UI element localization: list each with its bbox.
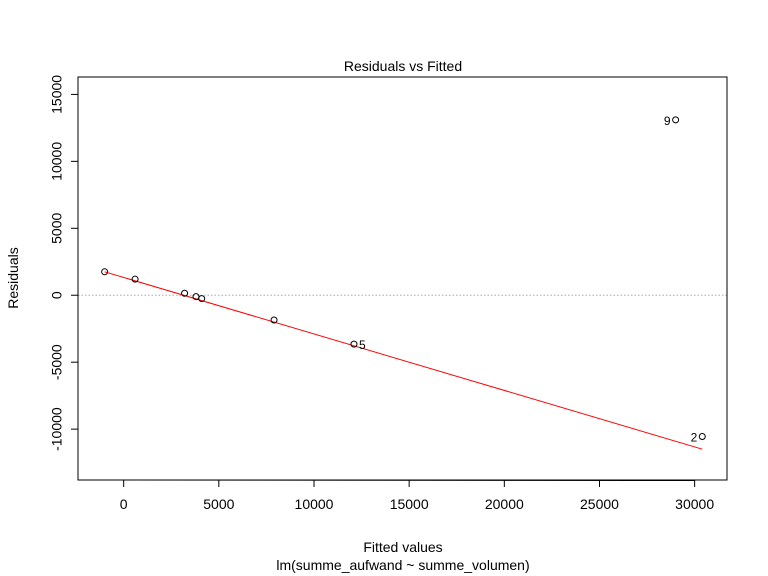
smoother-line (104, 271, 703, 450)
y-tick-label: 15000 (49, 75, 65, 114)
data-point (198, 295, 206, 303)
x-tick-label: 15000 (390, 496, 429, 512)
data-point (350, 340, 358, 348)
data-point (270, 316, 278, 324)
data-point (131, 275, 139, 283)
data-point (672, 116, 680, 124)
plot-frame (77, 76, 728, 481)
y-tick-label: -10000 (49, 407, 65, 451)
y-tick-label: -5000 (49, 344, 65, 380)
chart-title: Residuals vs Fitted (344, 58, 462, 74)
point-label: 2 (691, 430, 698, 444)
x-tick-label: 0 (120, 496, 128, 512)
x-tick-label: 25000 (580, 496, 619, 512)
point-label: 5 (359, 338, 366, 352)
y-tick-label: 0 (49, 291, 65, 299)
x-axis-label: Fitted values (363, 539, 442, 555)
data-point (181, 289, 189, 297)
x-tick-label: 10000 (295, 496, 334, 512)
y-tick-label: 10000 (49, 142, 65, 181)
x-tick-label: 5000 (203, 496, 234, 512)
x-tick-label: 30000 (675, 496, 714, 512)
x-tick-label: 20000 (485, 496, 524, 512)
y-tick-label: 5000 (49, 213, 65, 244)
point-label: 9 (664, 114, 671, 128)
data-point (101, 268, 109, 276)
plot-layer: 0 5000 10000 15000 20000 25000 30000-10000-500… (49, 75, 727, 512)
y-axis-label: Residuals (5, 247, 21, 308)
chart-subtitle: lm(summe_aufwand ~ summe_volumen) (276, 557, 529, 573)
data-point (698, 432, 706, 440)
